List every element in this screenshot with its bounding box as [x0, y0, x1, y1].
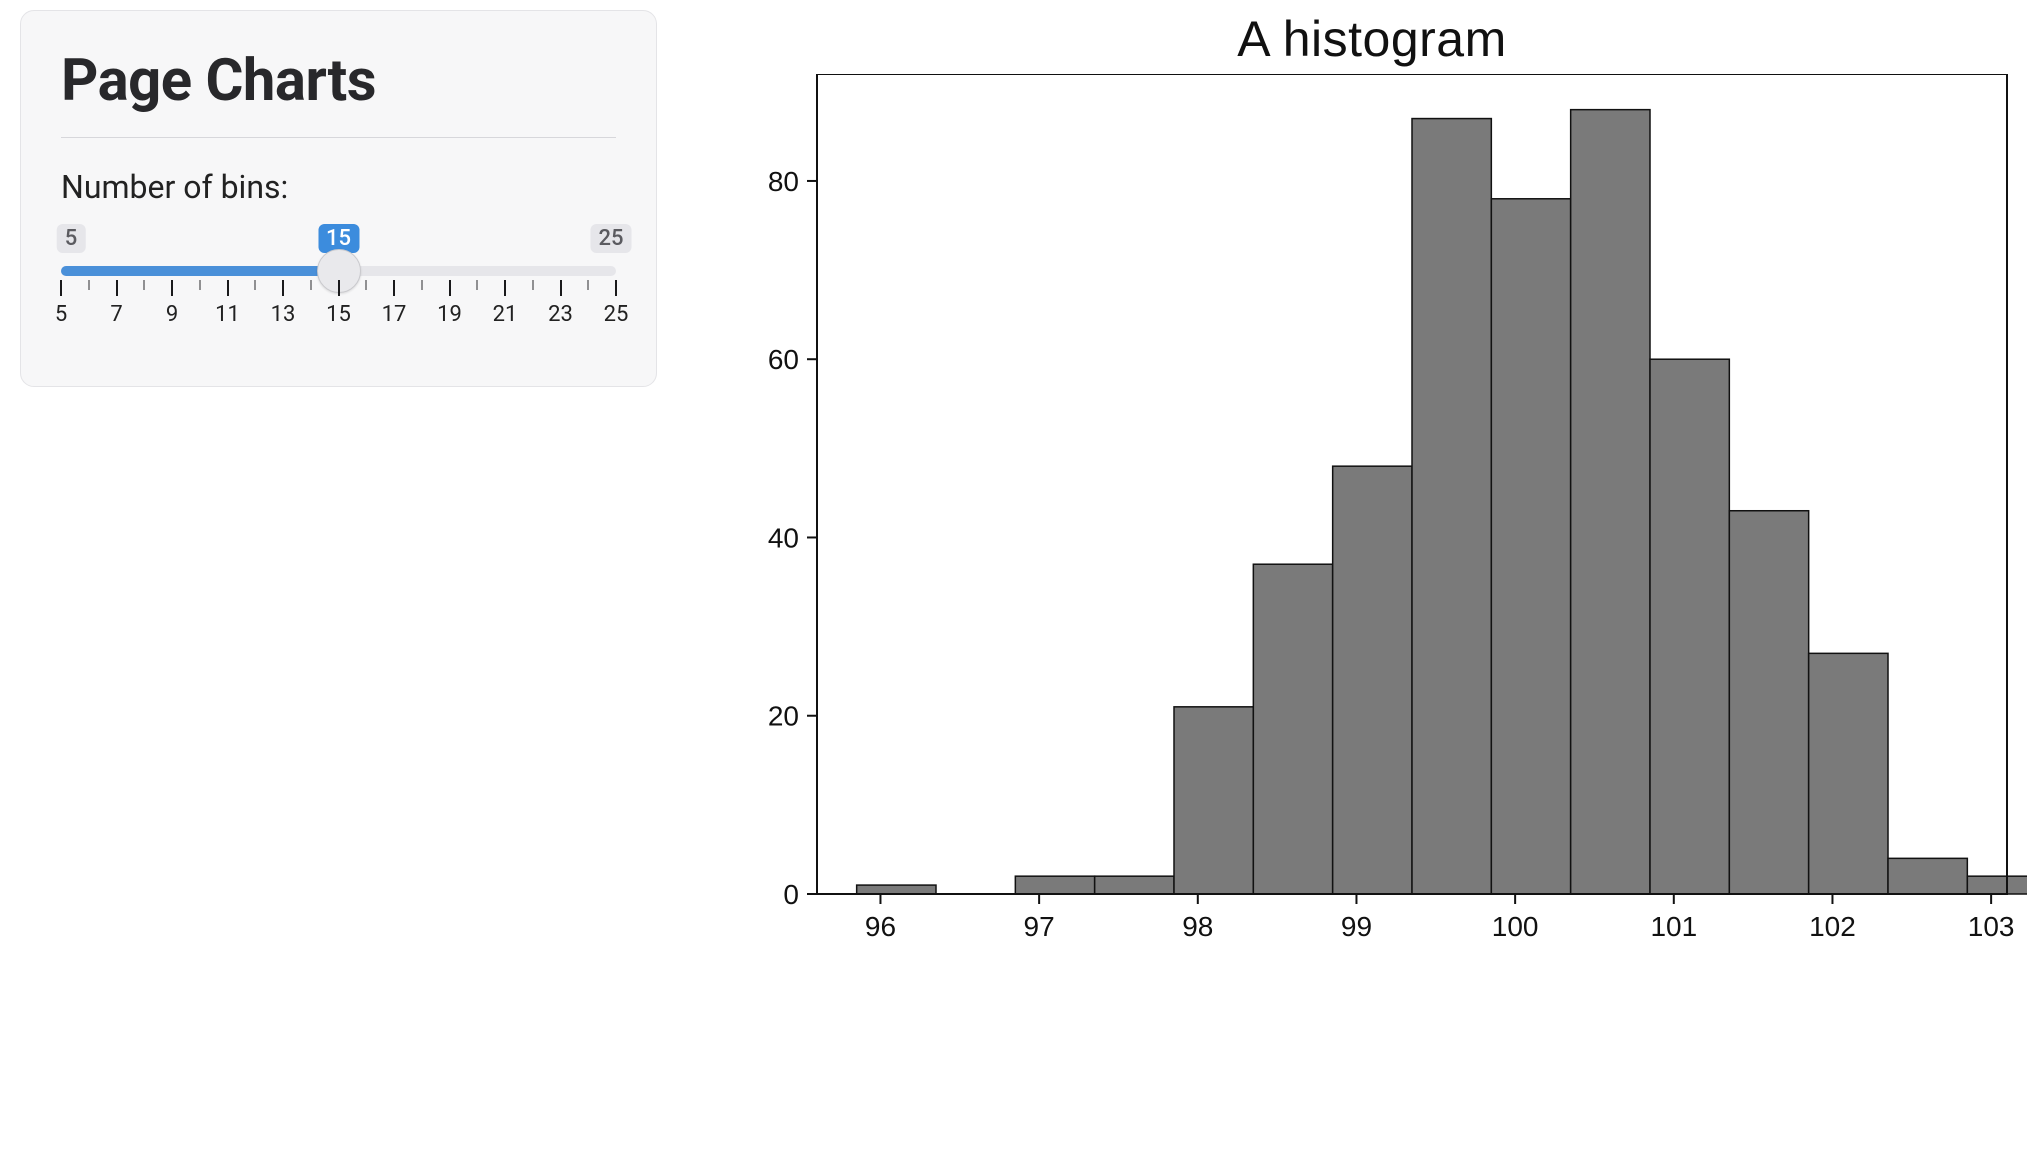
- divider: [61, 137, 616, 138]
- slider-ticks: 5791113151719212325: [61, 280, 616, 338]
- svg-text:20: 20: [768, 701, 799, 732]
- slider-tick-label: 11: [215, 302, 240, 327]
- slider-tick-label: 19: [437, 302, 462, 327]
- svg-text:80: 80: [768, 166, 799, 197]
- slider-tick-label: 15: [326, 302, 351, 327]
- svg-text:102: 102: [1809, 911, 1856, 942]
- panel-title: Page Charts: [61, 47, 616, 115]
- svg-text:96: 96: [865, 911, 896, 942]
- chart-title: A histogram: [717, 10, 2027, 68]
- svg-text:103: 103: [1968, 911, 2015, 942]
- svg-text:100: 100: [1492, 911, 1539, 942]
- slider-tick-label: 21: [493, 302, 518, 327]
- bins-slider[interactable]: 5 15 25 5791113151719212325: [61, 224, 616, 338]
- svg-text:40: 40: [768, 522, 799, 553]
- slider-track[interactable]: [61, 266, 616, 276]
- svg-text:101: 101: [1650, 911, 1697, 942]
- slider-tick-label: 13: [271, 302, 296, 327]
- svg-text:60: 60: [768, 344, 799, 375]
- histogram-chart: 96 97 98 99 100 101 102 103 0 20 40 60 80: [717, 74, 2027, 974]
- slider-tick-label: 5: [55, 302, 67, 327]
- slider-tick-label: 7: [110, 302, 122, 327]
- svg-text:97: 97: [1024, 911, 1055, 942]
- slider-tick-label: 25: [604, 302, 629, 327]
- svg-text:99: 99: [1341, 911, 1372, 942]
- svg-text:0: 0: [783, 879, 799, 910]
- slider-min-badge: 5: [57, 224, 86, 253]
- slider-tick-label: 17: [382, 302, 407, 327]
- control-panel: Page Charts Number of bins: 5 15 25 5 7 9 1…: [20, 10, 657, 387]
- slider-label: Number of bins:: [61, 168, 616, 206]
- chart-container: A histogram 96 97 98 99 100 101 102 103 0 20 40 60 8…: [717, 10, 2027, 974]
- slider-tick-label: 23: [548, 302, 573, 327]
- svg-text:98: 98: [1182, 911, 1213, 942]
- slider-max-badge: 25: [590, 224, 631, 253]
- slider-fill: [61, 266, 339, 276]
- slider-tick-label: 9: [166, 302, 178, 327]
